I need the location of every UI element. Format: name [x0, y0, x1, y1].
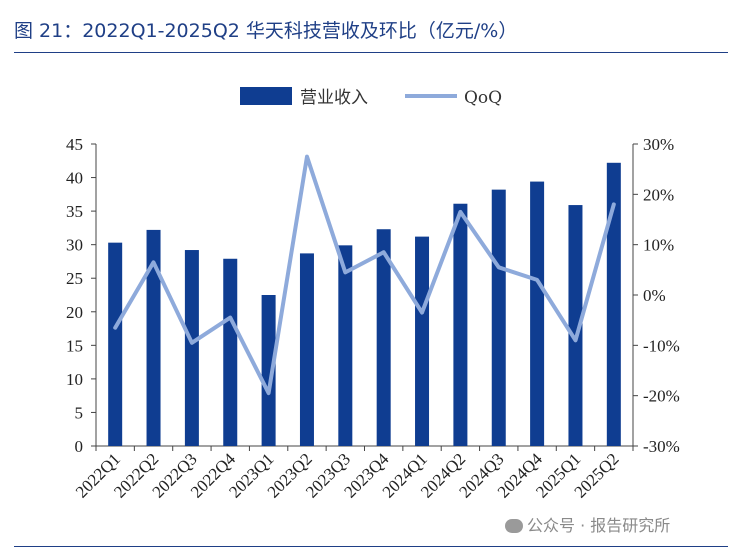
- qoq-point-2025Q1: [573, 338, 577, 342]
- bar-2023Q2: [299, 253, 314, 446]
- qoq-point-2023Q4: [382, 250, 386, 254]
- qoq-point-2024Q2: [458, 210, 462, 214]
- y-tick-label-right: 10%: [643, 236, 674, 255]
- qoq-point-2023Q2: [305, 155, 309, 159]
- title-divider: [14, 52, 728, 53]
- watermark: 公众号 · 报告研究所: [505, 512, 670, 536]
- watermark-text: 公众号 · 报告研究所: [527, 516, 671, 535]
- y-tick-label-right: -30%: [643, 437, 680, 456]
- bar-2024Q1: [415, 236, 430, 446]
- y-tick-label-left: 10: [66, 370, 83, 389]
- y-tick-label-left: 25: [66, 269, 83, 288]
- bar-2023Q3: [338, 245, 353, 446]
- legend-swatch-bar: [240, 87, 292, 105]
- x-tick-labels: 2022Q12022Q22022Q32022Q42023Q12023Q22023…: [72, 449, 623, 502]
- y-tick-label-left: 40: [66, 169, 83, 188]
- legend: 营业收入 QoQ: [240, 87, 502, 108]
- legend-label-line: QoQ: [464, 88, 502, 108]
- qoq-point-2022Q4: [228, 316, 232, 320]
- qoq-point-2023Q1: [267, 391, 271, 395]
- y-tick-label-left: 45: [66, 135, 83, 154]
- bar-series: [108, 162, 621, 447]
- y-tick-label-right: 20%: [643, 185, 674, 204]
- y-tick-label-left: 35: [66, 202, 83, 221]
- y-tick-label-right: 30%: [643, 135, 674, 154]
- y-tick-label-left: 0: [75, 437, 84, 456]
- qoq-point-2025Q2: [612, 202, 616, 206]
- y-tick-label-left: 5: [75, 403, 84, 422]
- bar-2024Q2: [453, 203, 468, 446]
- qoq-point-2024Q3: [497, 265, 501, 269]
- figure-title: 图 21：2022Q1-2025Q2 华天科技营收及环比（亿元/%）: [14, 20, 518, 42]
- line-series: [113, 154, 616, 396]
- wechat-icon: [505, 519, 523, 533]
- legend-label-bar: 营业收入: [300, 88, 368, 108]
- bar-2023Q4: [376, 229, 391, 446]
- bar-2022Q4: [223, 258, 238, 446]
- qoq-point-2022Q1: [113, 326, 117, 330]
- y-tick-label-right: -20%: [643, 387, 680, 406]
- bar-2022Q2: [146, 229, 161, 446]
- y-tick-label-left: 20: [66, 303, 83, 322]
- bar-2025Q1: [568, 205, 583, 446]
- y-tick-label-left: 15: [66, 336, 83, 355]
- bar-2022Q3: [184, 250, 199, 446]
- bar-2024Q3: [491, 189, 506, 446]
- y-tick-label-left: 30: [66, 236, 83, 255]
- bar-2025Q2: [606, 162, 621, 446]
- qoq-point-2022Q2: [152, 260, 156, 264]
- qoq-line: [113, 154, 616, 396]
- qoq-point-2023Q3: [343, 270, 347, 274]
- qoq-point-2024Q4: [535, 278, 539, 282]
- qoq-point-2022Q3: [190, 341, 194, 345]
- qoq-point-2024Q1: [420, 311, 424, 315]
- y-tick-label-right: 0%: [643, 286, 666, 305]
- bottom-divider: [14, 546, 728, 547]
- bar-2022Q1: [108, 242, 123, 446]
- y-tick-label-right: -10%: [643, 336, 680, 355]
- bar-2023Q1: [261, 295, 276, 446]
- bar-2024Q4: [530, 181, 545, 447]
